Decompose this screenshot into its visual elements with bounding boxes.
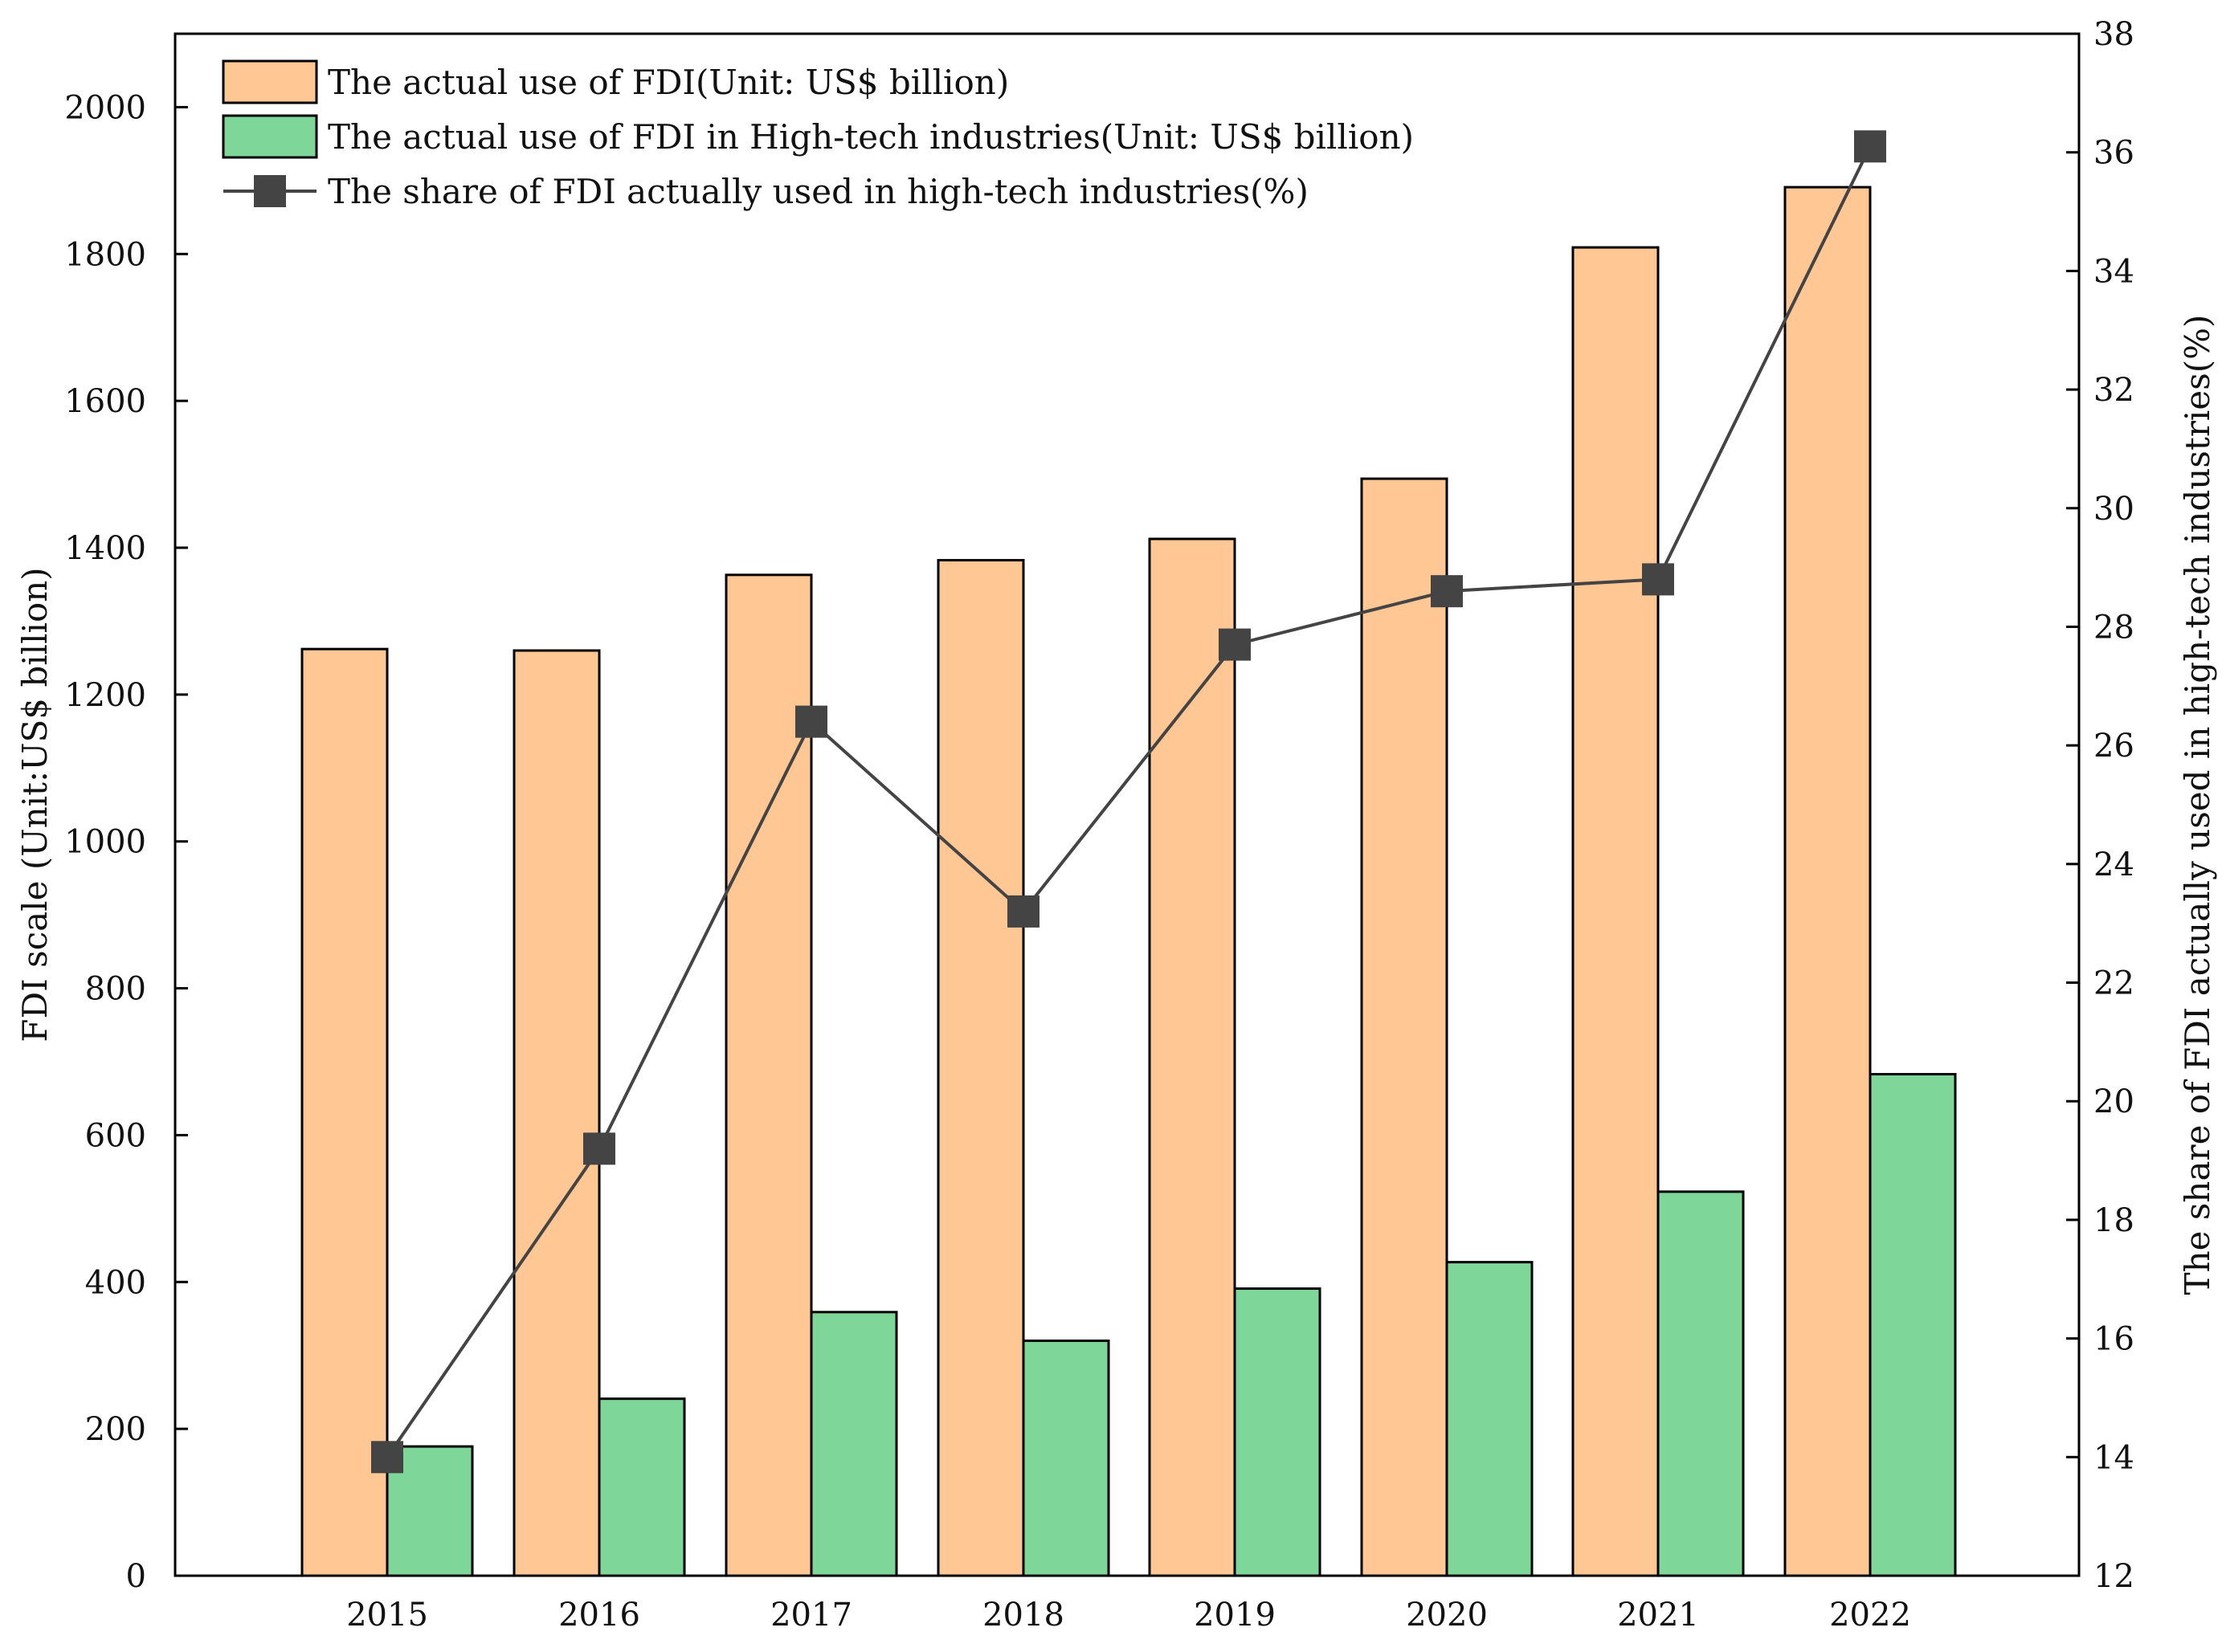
legend-label-fdi: The actual use of FDI(Unit: US$ billion): [328, 63, 1009, 102]
bar-fdi-2015: [300, 647, 389, 1577]
y2-tick-label: 34: [2093, 253, 2134, 290]
y-tick-label: 1800: [64, 236, 146, 273]
bar-fdi-2020: [1360, 477, 1448, 1577]
bars-layer: [300, 186, 1957, 1577]
bar-hightech-2017: [810, 1311, 898, 1577]
y2-tick-label: 36: [2093, 135, 2134, 172]
plot-frame: [174, 32, 2081, 1577]
bar-fdi-2016: [513, 649, 601, 1577]
bar-hightech-2022: [1869, 1073, 1957, 1577]
bar-hightech-2015: [386, 1445, 474, 1577]
share-line-layer: [371, 130, 1886, 1474]
legend-swatch-hightech: [222, 114, 318, 159]
x-tick-label: 2018: [982, 1597, 1064, 1634]
bar-fdi-2021: [1571, 246, 1660, 1577]
bar-hightech-2021: [1656, 1190, 1745, 1577]
share-point-2015: [371, 1441, 403, 1474]
y-tick-label: 0: [126, 1558, 146, 1595]
share-point-2017: [795, 705, 827, 738]
y-tick-label: 2000: [64, 89, 146, 126]
bar-fdi-2019: [1148, 537, 1236, 1577]
share-point-2021: [1642, 563, 1674, 596]
legend-marker-share: [254, 175, 286, 207]
y-tick-label: 800: [85, 971, 146, 1008]
bar-fdi-2018: [937, 559, 1025, 1577]
bar-hightech-2020: [1445, 1261, 1534, 1577]
share-point-2016: [583, 1132, 615, 1165]
x-tick-label: 2019: [1194, 1597, 1276, 1634]
share-point-2020: [1431, 575, 1463, 608]
x-tick-label: 2017: [770, 1597, 852, 1634]
y-tick-label: 1400: [64, 530, 146, 567]
y2-tick-label: 28: [2093, 609, 2134, 646]
legend-label-hightech: The actual use of FDI in High-tech indus…: [328, 117, 1414, 157]
y2-tick-label: 24: [2093, 846, 2134, 883]
y2-tick-label: 16: [2093, 1321, 2134, 1358]
share-line: [386, 145, 1872, 1458]
y-tick-label: 1600: [64, 383, 146, 420]
y-tick-label: 1000: [64, 824, 146, 861]
x-tick-label: 2016: [558, 1597, 640, 1634]
y2-axis-title: The share of FDI actually used in high-t…: [2178, 315, 2217, 1295]
legend: The actual use of FDI(Unit: US$ billion)…: [222, 59, 1414, 211]
legend-label-share: The share of FDI actually used in high-t…: [328, 172, 1309, 211]
y2-tick-label: 18: [2093, 1202, 2134, 1239]
y2-tick-label: 12: [2093, 1558, 2134, 1595]
x-tick-label: 2022: [1829, 1597, 1911, 1634]
y2-tick-label: 32: [2093, 372, 2134, 409]
y-tick-label: 600: [85, 1117, 146, 1154]
y2-tick-label: 26: [2093, 728, 2134, 765]
bar-fdi-2022: [1783, 186, 1872, 1577]
bar-fdi-2017: [725, 573, 813, 1577]
y2-tick-label: 30: [2093, 491, 2134, 528]
x-tick-label: 2020: [1406, 1597, 1488, 1634]
y2-tick-label: 22: [2093, 965, 2134, 1002]
share-point-2022: [1854, 130, 1886, 163]
bar-hightech-2018: [1022, 1339, 1110, 1577]
y2-tick-label: 38: [2093, 16, 2134, 53]
x-tick-label: 2015: [346, 1597, 428, 1634]
y-tick-label: 200: [85, 1411, 146, 1448]
bar-hightech-2016: [598, 1397, 686, 1577]
y2-tick-label: 20: [2093, 1083, 2134, 1120]
y-axis-title: FDI scale (Unit:US$ billion): [15, 567, 55, 1042]
bar-hightech-2019: [1233, 1287, 1321, 1577]
legend-swatch-fdi: [222, 59, 318, 104]
share-point-2018: [1007, 895, 1039, 928]
y2-tick-label: 14: [2093, 1439, 2134, 1476]
ticks-layer: 0 200 400 600 800 1000 1200 1400 1600 1800 2000 12 1…: [64, 16, 2134, 1634]
y-tick-label: 1200: [64, 677, 146, 714]
x-tick-label: 2021: [1617, 1597, 1699, 1634]
y-tick-label: 400: [85, 1264, 146, 1301]
share-point-2019: [1219, 628, 1251, 661]
